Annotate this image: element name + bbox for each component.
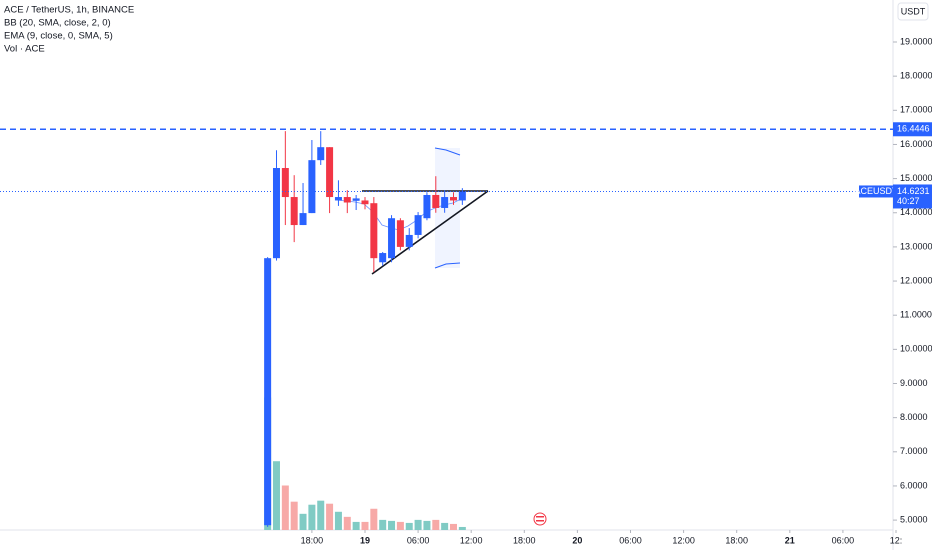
chart-title: ACE / TetherUS, 1h, BINANCE bbox=[4, 5, 134, 16]
candle-body bbox=[432, 194, 440, 208]
x-tick-label: 06:00 bbox=[832, 535, 855, 545]
x-tick-label: 18:00 bbox=[301, 535, 324, 545]
y-tick-label: 5.0000 bbox=[900, 514, 928, 524]
bb-upper bbox=[434, 147, 461, 156]
volume-bar bbox=[458, 526, 466, 530]
x-tick-label: 21 bbox=[785, 535, 795, 545]
bb-lower bbox=[434, 262, 461, 269]
candle-body bbox=[441, 197, 449, 208]
y-tick-label: 19.0000 bbox=[900, 36, 932, 46]
volume-bar bbox=[396, 521, 404, 530]
volume-bar bbox=[423, 520, 431, 530]
y-tick-label: 8.0000 bbox=[900, 412, 928, 422]
candle-body bbox=[343, 197, 351, 203]
candle-body bbox=[414, 215, 422, 235]
candle-body bbox=[449, 197, 457, 201]
volume-bar bbox=[334, 511, 342, 530]
candle-body bbox=[290, 197, 298, 226]
volume-bar bbox=[290, 501, 298, 530]
volume-bar bbox=[317, 500, 325, 530]
volume-bar bbox=[441, 522, 449, 530]
indicator-label: EMA (9, close, 0, SMA, 5) bbox=[4, 31, 113, 42]
candle-body bbox=[458, 191, 466, 201]
volume-bar bbox=[432, 519, 440, 530]
y-tick-label: 11.0000 bbox=[900, 310, 932, 320]
symbol-label: ACEUSDT bbox=[854, 186, 898, 196]
x-tick-label: 12: bbox=[890, 535, 903, 545]
event-icon-stripe bbox=[536, 520, 544, 522]
volume-bar bbox=[361, 521, 369, 530]
volume-bar bbox=[272, 461, 280, 530]
y-tick-label: 9.0000 bbox=[900, 378, 928, 388]
last-price-label: 14.6231 bbox=[897, 186, 930, 196]
x-tick-label: 18:00 bbox=[725, 535, 748, 545]
x-tick-label: 06:00 bbox=[407, 535, 430, 545]
volume-bar bbox=[388, 520, 396, 530]
symbol-tag bbox=[859, 185, 893, 198]
volume-bar bbox=[343, 516, 351, 530]
x-tick-label: 20 bbox=[572, 535, 582, 545]
decorations bbox=[336, 147, 547, 526]
last-price-tag bbox=[893, 184, 932, 209]
candle-body bbox=[272, 168, 280, 259]
candle-body bbox=[379, 253, 387, 263]
hline-label-box bbox=[893, 122, 932, 137]
y-tick-label: 16.0000 bbox=[900, 139, 932, 149]
y-tick-label: 7.0000 bbox=[900, 446, 928, 456]
x-tick-label: 06:00 bbox=[619, 535, 642, 545]
volume-bar bbox=[352, 521, 360, 530]
unit-box[interactable] bbox=[897, 2, 929, 21]
candle-body bbox=[281, 168, 289, 198]
y-tick-label: 13.0000 bbox=[900, 241, 932, 251]
event-icon[interactable] bbox=[533, 512, 547, 526]
unit-label: USDT bbox=[901, 6, 926, 16]
x-tick-label: 12:00 bbox=[460, 535, 483, 545]
y-tick-label: 10.0000 bbox=[900, 344, 932, 354]
candle-body bbox=[388, 218, 396, 259]
candle-body bbox=[264, 258, 272, 526]
y-tick-label: 17.0000 bbox=[900, 105, 932, 115]
event-icon-stripe bbox=[536, 516, 544, 518]
x-tick-label: 19 bbox=[360, 535, 370, 545]
candle-body bbox=[423, 194, 431, 219]
candle-body bbox=[326, 147, 334, 198]
volume-bar bbox=[414, 519, 422, 530]
plot-area bbox=[0, 128, 893, 530]
countdown-label: 40:27 bbox=[897, 196, 920, 206]
volume-bar bbox=[299, 513, 307, 530]
volume-bar bbox=[370, 508, 378, 530]
x-tick-label: 18:00 bbox=[513, 535, 536, 545]
volume-bar bbox=[281, 485, 289, 530]
indicator-label: BB (20, SMA, close, 2, 0) bbox=[4, 18, 111, 29]
candle-body bbox=[405, 234, 413, 247]
y-tick-label: 14.0000 bbox=[900, 207, 932, 217]
volume-bar bbox=[405, 522, 413, 530]
volume-bar bbox=[326, 503, 334, 530]
y-tick-label: 12.0000 bbox=[900, 275, 932, 285]
candle-body bbox=[334, 197, 342, 201]
candle-body bbox=[299, 213, 307, 226]
candle-body bbox=[317, 147, 325, 161]
candle-body bbox=[352, 198, 360, 201]
y-tick-label: 18.0000 bbox=[900, 71, 932, 81]
indicator-label: Vol · ACE bbox=[4, 44, 45, 55]
candle-body bbox=[370, 203, 378, 259]
candle-body bbox=[361, 200, 369, 205]
bb-band bbox=[435, 148, 460, 268]
volume-bar bbox=[449, 523, 457, 530]
volume-bar bbox=[379, 519, 387, 530]
y-tick-label: 15.0000 bbox=[900, 173, 932, 183]
candle-body bbox=[308, 160, 316, 214]
y-tick-label: 6.0000 bbox=[900, 480, 928, 490]
volume-bar bbox=[308, 504, 316, 530]
x-tick-label: 12:00 bbox=[672, 535, 695, 545]
hline-label: 16.4446 bbox=[897, 124, 930, 134]
candle-body bbox=[396, 220, 404, 247]
